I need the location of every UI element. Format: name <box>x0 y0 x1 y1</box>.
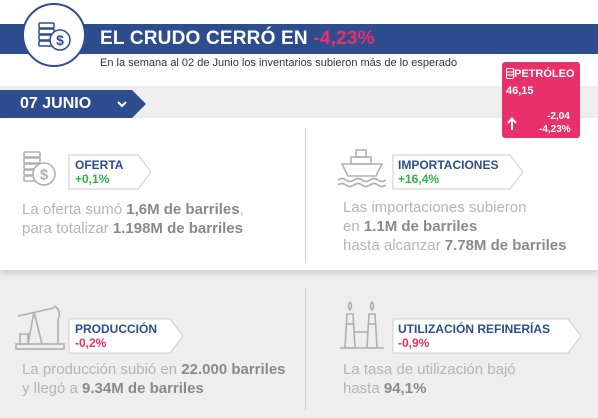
oferta-value: +0,1% <box>75 172 110 186</box>
coins-dollar-icon: $ <box>38 22 71 51</box>
barrels-dollar-icon: $ <box>23 151 56 186</box>
refinery-icon <box>340 300 384 349</box>
oil-price-card <box>502 62 580 138</box>
produccion-line1-text: La producción subió en <box>22 361 182 378</box>
oil-title: PETRÓLEO <box>514 68 575 80</box>
divider-bottom <box>305 288 306 410</box>
refinerias-description: La tasa de utilización bajó hasta 94,1% <box>343 360 516 398</box>
title-band <box>0 24 598 54</box>
refinerias-label: UTILIZACIÓN REFINERÍAS <box>398 322 550 336</box>
tag-produccion <box>68 318 184 354</box>
refinerias-line2-bold: 94,1% <box>383 380 427 397</box>
arrow-up-icon <box>507 117 517 130</box>
produccion-description: La producción subió en 22.000 barriles y… <box>22 360 286 398</box>
chevron-down-icon[interactable] <box>115 97 129 111</box>
oferta-line2-bold: 1.198M de barriles <box>112 220 243 237</box>
barrel-mini-icon <box>506 68 514 79</box>
date-tab[interactable] <box>0 90 146 118</box>
tag-oferta <box>68 154 152 190</box>
top-panel <box>0 118 598 270</box>
importaciones-value: +16,4% <box>398 172 440 186</box>
divider-top <box>305 128 306 262</box>
produccion-line1-bold: 22.000 barriles <box>181 361 286 378</box>
importaciones-line2-bold: 1.1M de barriles <box>363 218 478 235</box>
logo-badge: $ <box>22 3 86 67</box>
oil-change-pct: -4,23% <box>539 124 571 135</box>
pumpjack-icon <box>15 305 65 350</box>
date-label: 07 JUNIO <box>20 95 92 112</box>
refinerias-value: -0,9% <box>398 336 430 350</box>
svg-text:$: $ <box>56 32 64 48</box>
oferta-line2-text: para totalizar <box>22 220 113 237</box>
refinerias-line1: La tasa de utilización bajó <box>343 361 516 378</box>
importaciones-line1: Las importaciones subieron <box>343 199 527 216</box>
importaciones-line3-bold: 7.78M de barriles <box>444 237 567 254</box>
produccion-label: PRODUCCIÓN <box>75 322 158 336</box>
oferta-label: OFERTA <box>75 158 124 172</box>
title-value: -4,23% <box>313 28 375 49</box>
importaciones-line3-text: hasta alcanzar <box>343 237 445 254</box>
page-subtitle: En la semana al 02 de Junio los inventar… <box>100 57 458 69</box>
oferta-line1-text: La oferta sumó <box>22 201 127 218</box>
importaciones-line2-text: en <box>343 218 364 235</box>
produccion-line2-text: y llegó a <box>22 380 83 397</box>
page-title: EL CRUDO CERRÓ EN -4,23% <box>100 28 375 50</box>
title-prefix: EL CRUDO CERRÓ EN <box>100 28 314 49</box>
tag-refinerias <box>392 318 582 354</box>
oferta-description: La oferta sumó 1,6M de barriles, para to… <box>22 200 244 238</box>
refinerias-line2-text: hasta <box>343 380 384 397</box>
importaciones-label: IMPORTACIONES <box>398 158 499 172</box>
oferta-line1-post: , <box>239 201 244 218</box>
importaciones-description: Las importaciones subieron en 1.1M de ba… <box>343 198 566 255</box>
produccion-line2-bold: 9.34M de barriles <box>82 380 204 397</box>
tag-importaciones <box>392 154 524 190</box>
svg-text:$: $ <box>40 167 49 184</box>
oil-change: -2,04 <box>547 111 570 122</box>
oil-price: 46,15 <box>506 85 534 97</box>
ship-icon <box>337 149 387 188</box>
produccion-value: -0,2% <box>75 336 107 350</box>
oferta-line1-bold: 1,6M de barriles <box>126 201 240 218</box>
